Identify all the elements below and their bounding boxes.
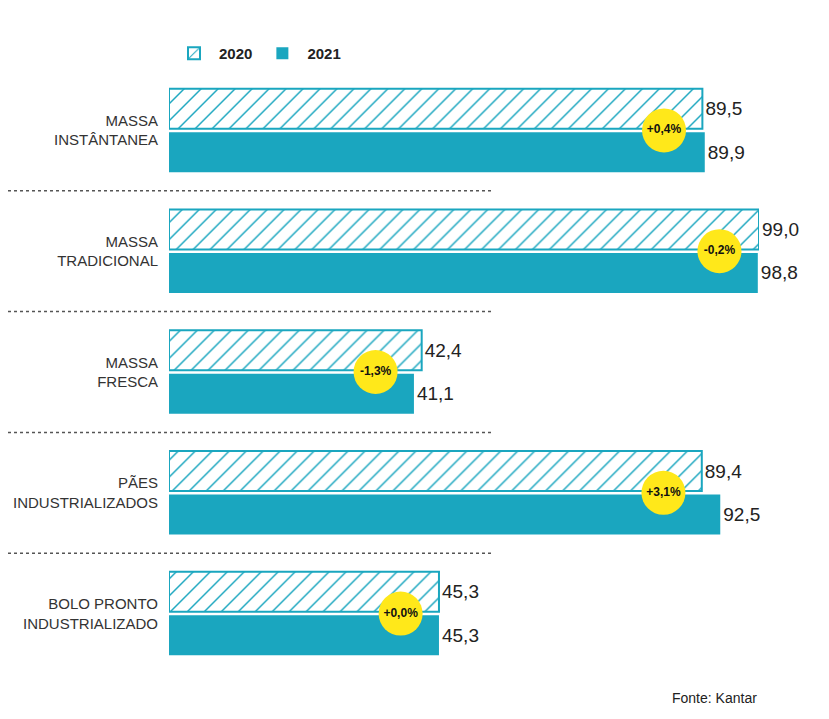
svg-text:89,9: 89,9 bbox=[708, 142, 745, 163]
svg-text:+0,0%: +0,0% bbox=[383, 606, 418, 620]
svg-text:89,5: 89,5 bbox=[705, 98, 742, 119]
svg-text:41,1: 41,1 bbox=[417, 383, 454, 404]
svg-text:BOLO PRONTOINDUSTRIALIZADO: BOLO PRONTOINDUSTRIALIZADO bbox=[23, 595, 158, 632]
svg-text:MASSAINSTÂNTANEA: MASSAINSTÂNTANEA bbox=[54, 112, 158, 149]
svg-text:-0,2%: -0,2% bbox=[704, 243, 736, 257]
svg-text:PÃESINDUSTRIALIZADOS: PÃESINDUSTRIALIZADOS bbox=[13, 474, 158, 511]
svg-text:MASSAFRESCA: MASSAFRESCA bbox=[97, 354, 158, 391]
svg-text:98,8: 98,8 bbox=[761, 262, 798, 283]
svg-text:2021: 2021 bbox=[307, 45, 340, 62]
svg-text:+3,1%: +3,1% bbox=[646, 485, 681, 499]
svg-text:45,3: 45,3 bbox=[442, 581, 479, 602]
svg-text:Fonte: Kantar: Fonte: Kantar bbox=[672, 690, 757, 706]
svg-text:42,4: 42,4 bbox=[425, 340, 462, 361]
svg-text:+0,4%: +0,4% bbox=[647, 122, 682, 136]
svg-text:2020: 2020 bbox=[219, 45, 252, 62]
svg-text:92,5: 92,5 bbox=[723, 504, 760, 525]
svg-text:99,0: 99,0 bbox=[762, 219, 799, 240]
svg-text:-1,3%: -1,3% bbox=[360, 364, 392, 378]
svg-text:45,3: 45,3 bbox=[442, 625, 479, 646]
svg-text:89,4: 89,4 bbox=[705, 461, 742, 482]
svg-text:MASSATRADICIONAL: MASSATRADICIONAL bbox=[57, 233, 158, 270]
